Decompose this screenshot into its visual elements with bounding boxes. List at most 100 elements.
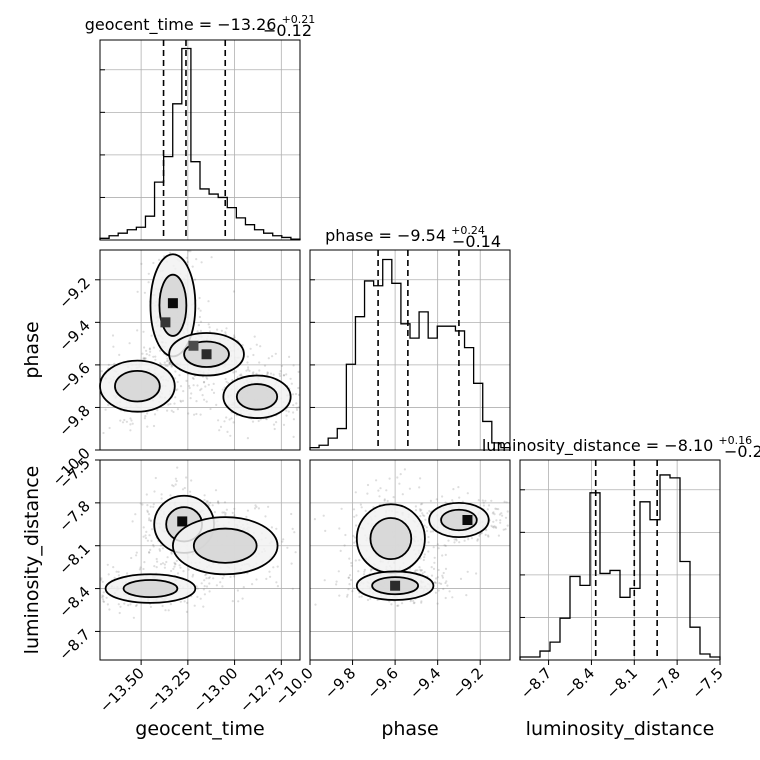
sample-point	[146, 425, 149, 428]
sample-point	[273, 427, 276, 431]
sample-point	[420, 569, 423, 572]
sample-point	[419, 568, 422, 571]
sample-point	[169, 402, 172, 406]
sample-point	[274, 352, 277, 355]
sample-point	[436, 543, 439, 546]
sample-point	[251, 420, 255, 423]
sample-point	[128, 342, 131, 345]
sample-point	[419, 515, 422, 518]
sample-point	[199, 597, 202, 600]
sample-point	[200, 261, 203, 264]
sample-point	[148, 534, 151, 537]
sample-point	[271, 355, 274, 358]
sample-point	[497, 508, 500, 511]
sample-point	[196, 587, 199, 590]
sample-point	[291, 527, 294, 531]
sample-point	[396, 476, 399, 479]
sample-point	[267, 505, 270, 508]
sample-point	[427, 550, 430, 553]
sample-point	[453, 538, 456, 541]
sample-point	[145, 349, 148, 352]
sample-point	[276, 585, 279, 588]
sample-point	[503, 500, 506, 503]
sample-point	[136, 329, 139, 332]
sample-point	[119, 419, 122, 422]
sample-point	[482, 501, 485, 504]
sample-point	[208, 582, 211, 585]
ytick-label-phase-3: −9.4	[55, 316, 93, 354]
sample-point	[287, 410, 290, 413]
sample-point	[425, 526, 428, 529]
sample-point	[189, 490, 192, 493]
sample-point	[484, 499, 487, 502]
sample-point	[426, 529, 429, 533]
sample-point	[386, 499, 389, 503]
sample-point	[202, 588, 205, 591]
sample-point	[265, 577, 268, 581]
sample-point	[401, 493, 404, 496]
sample-point	[238, 374, 241, 377]
sample-point	[161, 547, 164, 550]
sample-point	[268, 570, 271, 573]
sample-point	[255, 372, 258, 375]
ytick-label-phase-4: −9.2	[55, 274, 93, 312]
sample-point	[174, 396, 177, 399]
sample-point	[497, 534, 500, 537]
sample-point	[145, 493, 148, 496]
sample-point	[267, 357, 270, 360]
sample-point	[154, 355, 157, 358]
sample-point	[231, 600, 234, 603]
sample-point	[363, 568, 366, 571]
sample-point	[215, 403, 218, 406]
sample-point	[430, 566, 433, 569]
sample-point	[203, 398, 206, 401]
sample-point	[141, 352, 144, 355]
title-luminosity-distance: luminosity_distance = −8.10 +0.16	[482, 434, 752, 456]
sample-point	[437, 547, 440, 550]
sample-point	[102, 598, 105, 601]
sample-point	[257, 419, 260, 423]
contour-inner-1	[192, 527, 258, 564]
title-geocent-time: geocent_time = −13.26 +0.21	[85, 13, 316, 35]
sample-point	[174, 377, 177, 380]
sample-point	[383, 498, 386, 501]
sample-point	[366, 492, 369, 495]
sample-point	[161, 604, 164, 608]
sample-point	[366, 598, 370, 602]
sample-point	[444, 596, 447, 600]
sample-point	[466, 570, 469, 573]
sample-point	[408, 487, 411, 490]
sample-point	[398, 482, 401, 485]
sample-point	[181, 399, 185, 402]
sample-point	[491, 512, 494, 515]
sample-point	[258, 361, 261, 364]
sample-point	[282, 374, 286, 377]
frame-geocent_time-phase	[99, 249, 301, 451]
sample-point	[292, 393, 295, 396]
sample-point	[208, 504, 211, 507]
sample-point	[451, 596, 454, 599]
density-cell-3	[188, 340, 199, 351]
sample-point	[294, 551, 297, 554]
sample-point	[210, 256, 213, 259]
sample-point	[293, 531, 296, 534]
sample-point	[176, 572, 180, 575]
sample-point	[502, 528, 505, 531]
sample-point	[414, 569, 417, 572]
sample-point	[121, 421, 125, 424]
sample-point	[183, 600, 186, 603]
sample-point	[295, 402, 298, 405]
sample-point	[444, 567, 448, 571]
sample-point	[209, 501, 212, 504]
sample-point	[272, 373, 275, 376]
sample-point	[224, 513, 227, 516]
sample-point	[101, 596, 104, 599]
sample-point	[448, 590, 451, 593]
sample-point	[160, 497, 163, 500]
sample-point	[257, 507, 260, 510]
sample-point	[266, 371, 269, 374]
xtick-label-luminosity_distance-2: −8.1	[603, 664, 641, 702]
sample-point	[290, 382, 293, 385]
sample-point	[100, 577, 103, 580]
sample-point	[452, 488, 455, 491]
